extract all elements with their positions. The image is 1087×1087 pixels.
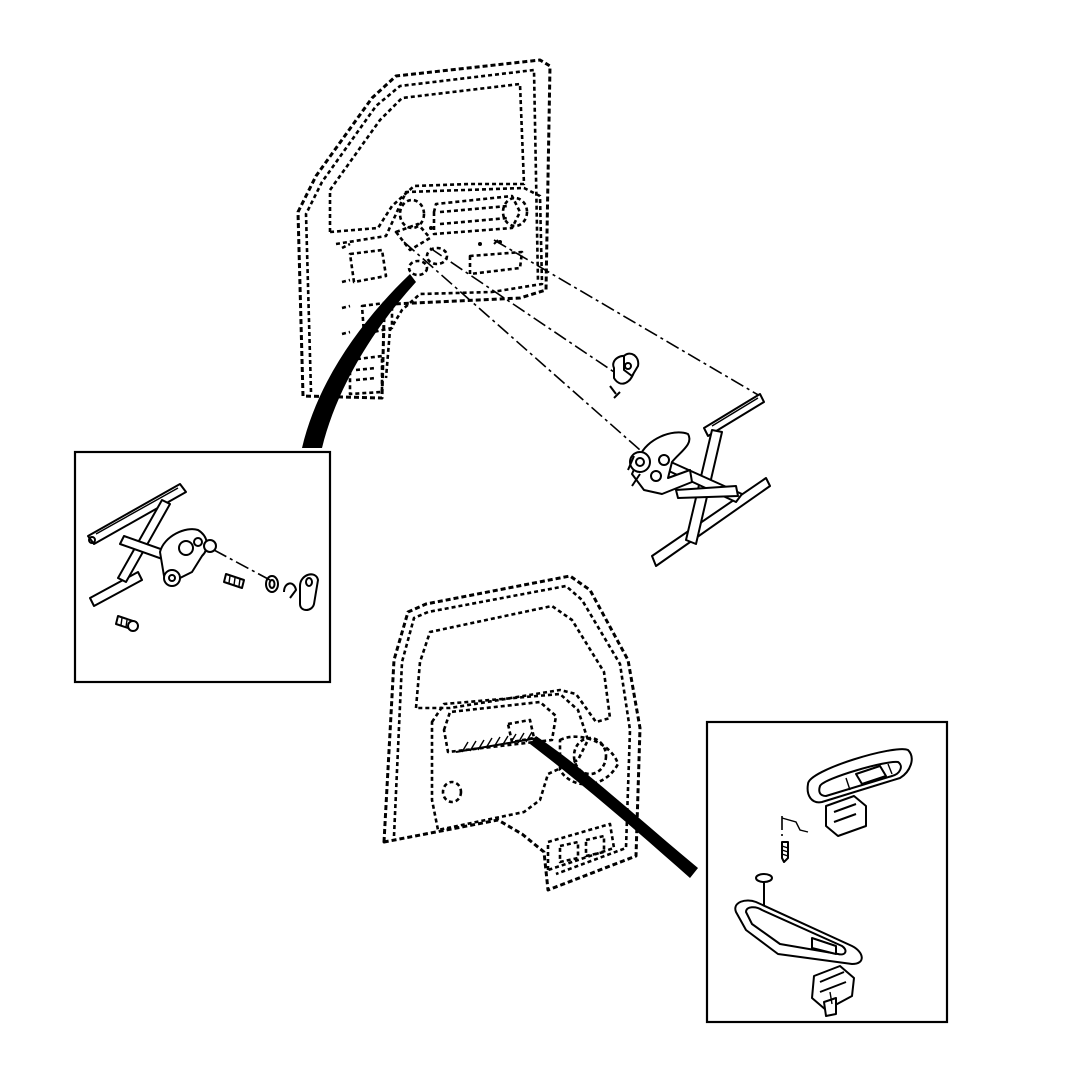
upper-door-inner-panel (296, 58, 552, 400)
upper-detail-callout-wedge (302, 274, 416, 448)
lower-door-trim-panel (382, 574, 642, 892)
power-window-switch-detail-inset (705, 720, 949, 1024)
lower-detail-callout-wedge (530, 736, 698, 878)
window-regulator-assembly (609, 352, 771, 567)
regulator-detail-inset (73, 450, 332, 684)
regulator-projection-lines (403, 239, 761, 451)
